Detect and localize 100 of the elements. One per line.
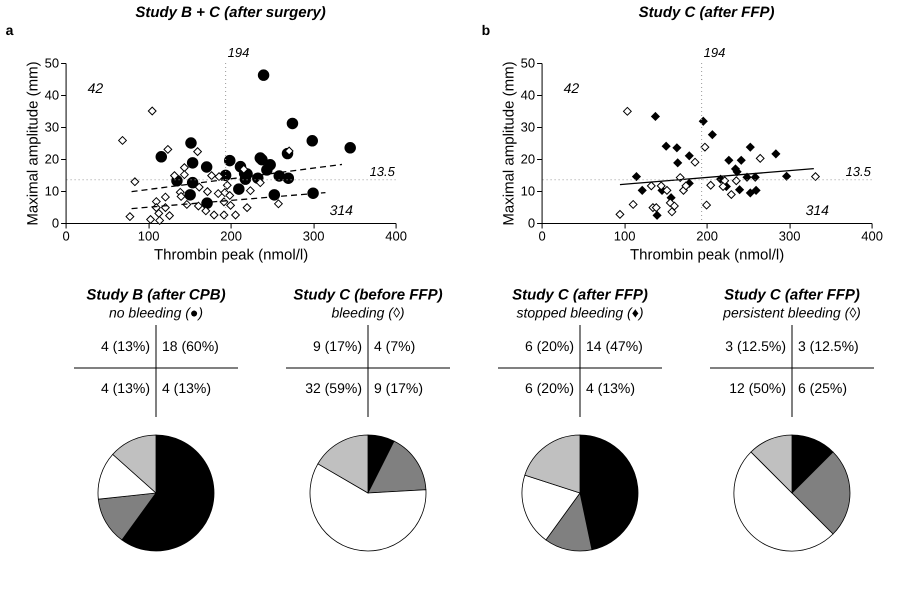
y-tick-label: 50: [520, 56, 536, 70]
point: [628, 200, 638, 209]
point: [154, 209, 164, 218]
chart-title: Study B + C (after surgery): [135, 4, 326, 21]
x-tick-label: 400: [861, 228, 883, 244]
point: [811, 172, 820, 181]
chart-title: Study B (after CPB): [86, 286, 226, 304]
point: [161, 192, 170, 202]
y-tick-label: 30: [520, 120, 536, 134]
x-tick-label: 400: [385, 228, 407, 244]
point: [782, 172, 791, 181]
annotation: 42: [88, 80, 104, 96]
point: [282, 172, 294, 184]
y-tick-label: 10: [44, 184, 60, 198]
point: [184, 189, 196, 201]
x-tick-label: 200: [696, 228, 718, 244]
x-tick-label: 0: [62, 228, 70, 244]
text: 4 (13%): [162, 380, 212, 396]
point: [623, 106, 632, 116]
x-tick-label: 0: [538, 228, 546, 244]
point: [274, 199, 283, 208]
x-tick-label: 200: [220, 228, 242, 244]
point: [646, 182, 656, 190]
point: [214, 172, 224, 181]
point: [246, 186, 255, 196]
point: [268, 189, 280, 201]
text: 3 (12.5%): [798, 338, 859, 354]
point: [668, 207, 676, 216]
point: [186, 157, 198, 169]
point: [652, 203, 661, 212]
point: [261, 164, 273, 176]
ref-line-label: 13.5: [370, 164, 396, 179]
y-tick-label: 40: [44, 88, 60, 102]
text: 14 (47%): [586, 338, 643, 354]
point: [146, 215, 155, 224]
text: 4 (13%): [586, 380, 636, 396]
point: [242, 203, 252, 212]
point: [651, 112, 660, 121]
point: [222, 180, 232, 190]
y-tick-label: 20: [520, 152, 536, 166]
chart-subtitle: no bleeding (●): [108, 304, 204, 320]
annotation: 314: [806, 202, 830, 218]
point: [632, 172, 641, 181]
text: 6 (25%): [798, 380, 848, 396]
y-tick-label: 40: [520, 88, 536, 102]
point: [746, 188, 755, 198]
y-tick-label: 10: [520, 184, 536, 198]
chart-title: Study C (before FFP): [293, 286, 443, 304]
point: [772, 150, 780, 158]
point: [258, 69, 270, 81]
point: [155, 216, 164, 225]
annotation: 314: [330, 202, 354, 218]
point: [194, 202, 203, 210]
text: 32 (59%): [305, 380, 362, 396]
x-axis-title: Thrombin peak (nmol/l): [630, 246, 784, 264]
point: [735, 185, 744, 194]
x-tick-label: 100: [138, 228, 160, 244]
point: [726, 190, 736, 199]
text: a: [6, 22, 14, 38]
point: [662, 142, 671, 151]
point: [638, 186, 647, 195]
point: [708, 130, 717, 140]
chart-subtitle: bleeding (◊): [331, 304, 405, 320]
y-tick-label: 50: [44, 56, 60, 70]
point: [214, 189, 223, 198]
point: [207, 171, 216, 180]
ref-line-label: 194: [228, 45, 250, 60]
point: [231, 210, 240, 220]
chart-subtitle: stopped bleeding (♦): [516, 304, 644, 320]
point: [700, 142, 710, 152]
y-tick-label: 0: [52, 216, 60, 230]
chart-subtitle: persistent bleeding (◊): [722, 304, 861, 320]
point: [724, 156, 734, 165]
point: [750, 172, 760, 182]
y-axis-title: Maximal amplitude (mm): [24, 61, 42, 226]
text: 18 (60%): [162, 338, 219, 354]
point: [752, 186, 760, 195]
point: [732, 176, 741, 186]
point: [193, 147, 202, 156]
chart-title: Study C (after FFP): [512, 286, 648, 304]
point: [194, 182, 204, 192]
y-tick-label: 30: [44, 120, 60, 134]
text: 6 (20%): [524, 380, 574, 396]
point: [698, 116, 708, 126]
point: [126, 212, 134, 221]
point: [165, 211, 174, 220]
point: [736, 156, 746, 165]
point: [684, 151, 694, 160]
point: [200, 161, 212, 173]
point: [164, 145, 172, 154]
point: [286, 118, 298, 130]
point: [746, 142, 755, 152]
ref-line-label: 194: [704, 45, 726, 60]
chart-title: Study C (after FFP): [724, 286, 860, 304]
point: [756, 154, 765, 163]
y-tick-label: 0: [528, 216, 536, 230]
x-tick-label: 300: [778, 228, 800, 244]
point: [690, 158, 700, 167]
point: [118, 136, 127, 145]
text: b: [482, 22, 490, 38]
